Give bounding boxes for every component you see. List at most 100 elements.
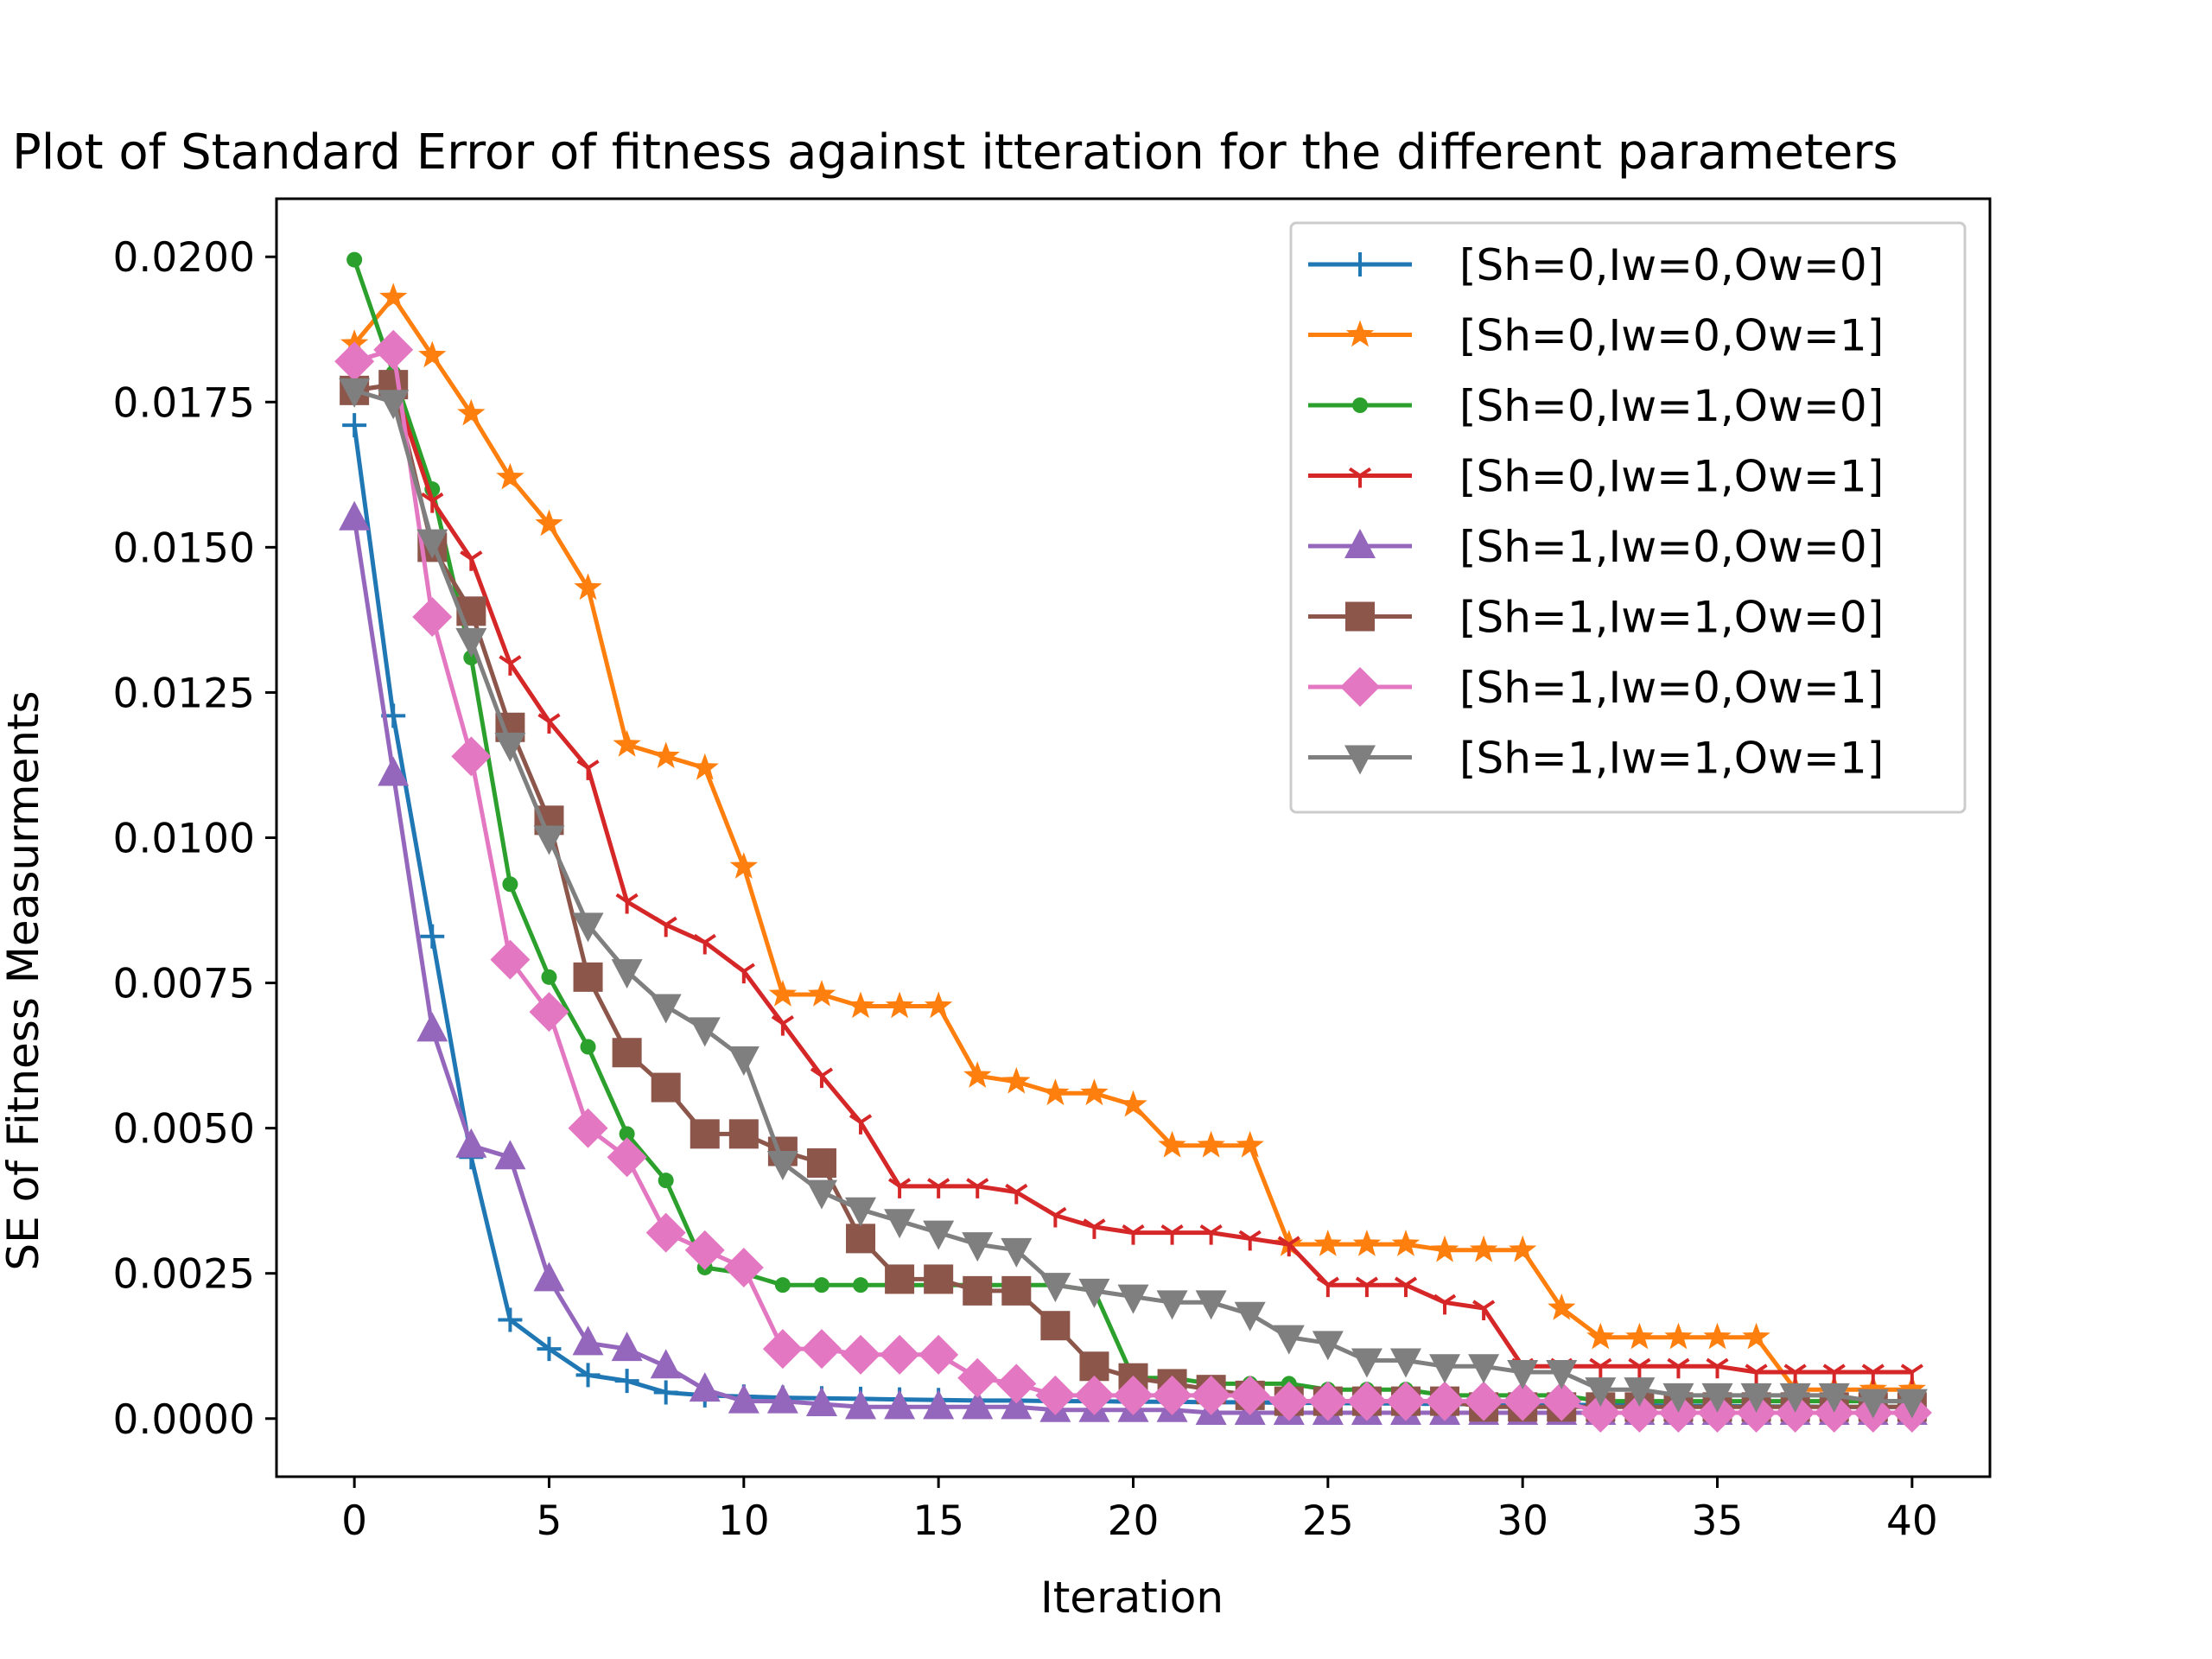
data-point bbox=[1035, 1375, 1076, 1415]
data-point bbox=[805, 1386, 837, 1416]
x-tick-label: 0 bbox=[341, 1497, 367, 1545]
legend-marker bbox=[1340, 667, 1380, 707]
data-point bbox=[1199, 1224, 1223, 1245]
x-tick-label: 5 bbox=[537, 1497, 563, 1545]
data-point bbox=[693, 933, 716, 955]
series-4 bbox=[343, 376, 1923, 1384]
data-point bbox=[1191, 1375, 1231, 1415]
data-point bbox=[455, 1128, 487, 1158]
data-point bbox=[494, 732, 526, 762]
data-point bbox=[728, 1046, 760, 1076]
data-point bbox=[580, 1039, 596, 1055]
data-point bbox=[421, 492, 444, 513]
data-point bbox=[1740, 1382, 1772, 1413]
x-tick-label: 10 bbox=[718, 1497, 770, 1545]
data-point bbox=[1230, 1375, 1270, 1415]
data-point bbox=[1509, 1235, 1537, 1262]
data-point bbox=[502, 876, 518, 893]
data-point bbox=[607, 1137, 647, 1178]
data-point bbox=[615, 893, 639, 914]
data-point bbox=[849, 1114, 873, 1135]
data-point bbox=[533, 1262, 565, 1292]
legend-label: [Sh=0,Iw=0,Ow=1] bbox=[1459, 311, 1884, 361]
data-point bbox=[533, 825, 565, 855]
data-point bbox=[1113, 1375, 1154, 1415]
data-point bbox=[529, 992, 569, 1033]
data-point bbox=[619, 1126, 635, 1142]
data-point bbox=[1783, 1363, 1807, 1384]
plot-area bbox=[334, 251, 1932, 1433]
data-point bbox=[1083, 1218, 1106, 1239]
data-point bbox=[1703, 1322, 1732, 1350]
data-point bbox=[611, 959, 643, 989]
legend-label: [Sh=1,Iw=1,Ow=0] bbox=[1459, 593, 1884, 643]
data-point bbox=[373, 329, 414, 370]
data-point bbox=[535, 509, 563, 537]
data-point bbox=[957, 1357, 998, 1398]
data-point bbox=[689, 1372, 721, 1402]
data-point bbox=[1814, 1393, 1854, 1433]
data-point bbox=[1897, 1375, 1926, 1402]
data-point bbox=[1158, 1130, 1186, 1158]
data-point bbox=[568, 1108, 608, 1148]
data-point bbox=[1628, 1357, 1651, 1379]
data-point bbox=[1472, 1300, 1496, 1321]
y-tick-label: 0.0075 bbox=[113, 961, 255, 1008]
x-tick-label: 25 bbox=[1302, 1497, 1354, 1545]
data-point bbox=[339, 378, 371, 408]
data-point bbox=[1041, 1078, 1070, 1106]
data-point bbox=[771, 1014, 794, 1036]
data-point bbox=[806, 1147, 836, 1178]
legend-item: [Sh=1,Iw=1,Ow=1] bbox=[1308, 734, 1884, 784]
data-point bbox=[496, 462, 524, 490]
data-point bbox=[1585, 1377, 1617, 1408]
data-point bbox=[573, 962, 603, 992]
x-tick-label: 20 bbox=[1108, 1497, 1160, 1545]
legend: [Sh=0,Iw=0,Ow=0] [Sh=0,Iw=0,Ow=1] [Sh=0,Iw… bbox=[1289, 221, 1967, 814]
data-point bbox=[379, 283, 408, 309]
data-point bbox=[1351, 1348, 1382, 1378]
data-point bbox=[537, 1337, 562, 1362]
data-point bbox=[805, 1179, 837, 1210]
data-point bbox=[416, 529, 448, 559]
data-point bbox=[1667, 1357, 1690, 1379]
legend-marker bbox=[1345, 601, 1375, 632]
data-point bbox=[762, 1329, 803, 1370]
data-point bbox=[1001, 1237, 1033, 1268]
legend-label: [Sh=1,Iw=0,Ow=0] bbox=[1459, 522, 1884, 572]
data-point bbox=[1706, 1357, 1729, 1379]
data-point bbox=[689, 1017, 721, 1047]
y-tick-label: 0.0050 bbox=[113, 1106, 255, 1154]
data-point bbox=[927, 1178, 950, 1198]
data-point bbox=[884, 1209, 916, 1239]
data-point bbox=[1080, 1078, 1109, 1106]
data-point bbox=[378, 756, 410, 786]
y-tick-label: 0.0150 bbox=[113, 524, 255, 572]
data-point bbox=[1197, 1130, 1225, 1158]
data-point bbox=[690, 1119, 720, 1149]
legend-marker bbox=[1348, 467, 1372, 488]
legend-marker bbox=[1344, 745, 1376, 775]
data-point bbox=[416, 1012, 448, 1042]
data-point bbox=[723, 1247, 764, 1287]
data-point bbox=[572, 912, 604, 943]
axes: 0 5 10 15 20 25 30 35 40 0.0000 0.0025 0.0050 0.0075… bbox=[113, 234, 1938, 1545]
data-point bbox=[963, 1061, 992, 1088]
data-point bbox=[1425, 1381, 1465, 1421]
data-point bbox=[650, 1349, 682, 1379]
y-tick-label: 0.0025 bbox=[113, 1251, 255, 1299]
data-point bbox=[1160, 1224, 1184, 1245]
legend-box bbox=[1289, 221, 1967, 814]
data-point bbox=[807, 980, 836, 1007]
legend-item: [Sh=0,Iw=1,Ow=0] bbox=[1308, 381, 1884, 431]
data-point bbox=[684, 1230, 725, 1270]
data-point bbox=[810, 1067, 834, 1089]
data-point bbox=[1464, 1381, 1504, 1421]
data-point bbox=[498, 1307, 523, 1332]
data-point bbox=[342, 413, 367, 438]
data-point bbox=[1541, 1381, 1582, 1421]
data-point bbox=[996, 1363, 1037, 1404]
data-point bbox=[766, 1383, 798, 1414]
data-point bbox=[378, 390, 410, 420]
x-axis-label: Iteration bbox=[1040, 1573, 1224, 1623]
